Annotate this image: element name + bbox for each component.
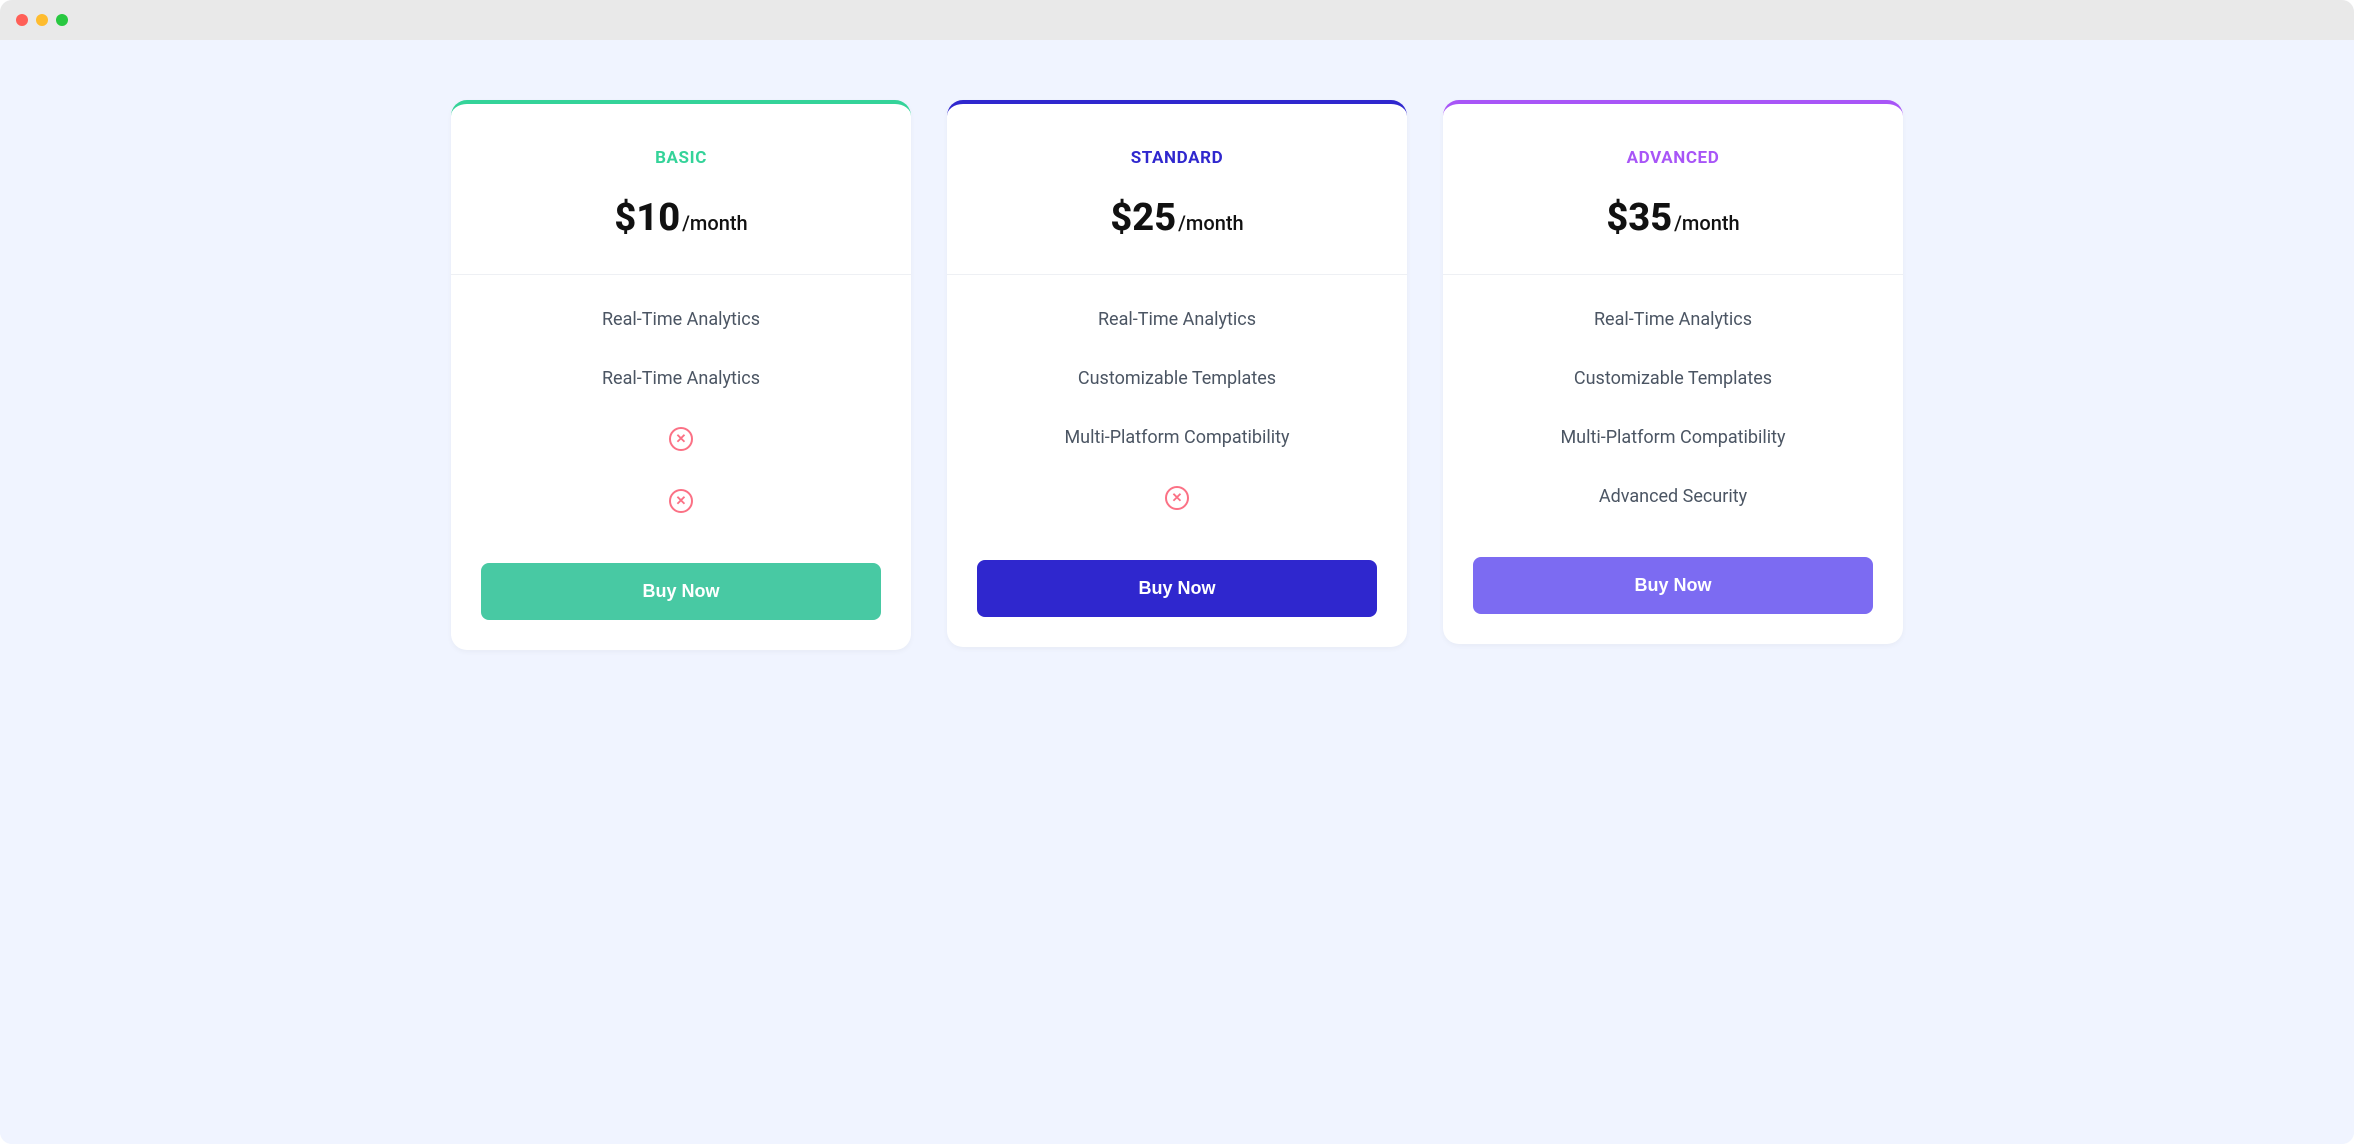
price-line: $10/month [471, 196, 891, 240]
pricing-card-advanced: ADVANCED $35/month Real-Time Analytics Cust… [1443, 100, 1903, 644]
plan-name: BASIC [471, 148, 891, 168]
features-list: Real-Time Analytics Customizable Template… [1443, 275, 1903, 507]
feature-item: Customizable Templates [977, 368, 1377, 389]
feature-item: Multi-Platform Compatibility [977, 427, 1377, 448]
card-header: ADVANCED $35/month [1443, 104, 1903, 275]
window-maximize-dot[interactable] [56, 14, 68, 26]
feature-item: Customizable Templates [1473, 368, 1873, 389]
card-header: STANDARD $25/month [947, 104, 1407, 275]
window-minimize-dot[interactable] [36, 14, 48, 26]
feature-item: Real-Time Analytics [977, 309, 1377, 330]
price-value: $10 [614, 196, 680, 240]
feature-item: Multi-Platform Compatibility [1473, 427, 1873, 448]
buy-now-button[interactable]: Buy Now [1473, 557, 1873, 614]
x-circle-icon: ✕ [1165, 486, 1189, 510]
buy-now-button[interactable]: Buy Now [481, 563, 881, 620]
price-line: $25/month [967, 196, 1387, 240]
plan-name: STANDARD [967, 148, 1387, 168]
feature-missing: ✕ [481, 427, 881, 451]
titlebar [0, 0, 2354, 40]
pricing-card-basic: BASIC$10/monthReal-Time AnalyticsReal-Ti… [451, 100, 911, 650]
window-close-dot[interactable] [16, 14, 28, 26]
buy-now-button[interactable]: Buy Now [977, 560, 1377, 617]
card-footer: Buy Now [947, 510, 1407, 647]
features-list: Real-Time Analytics Customizable Template… [947, 275, 1407, 510]
price-line: $35/month [1463, 196, 1883, 240]
feature-item: Advanced Security [1473, 486, 1873, 507]
price-value: $25 [1110, 196, 1176, 240]
feature-item: Real-Time Analytics [1473, 309, 1873, 330]
price-period: /month [1674, 211, 1739, 235]
x-circle-icon: ✕ [669, 427, 693, 451]
features-list: Real-Time Analytics Real-Time Analytics ✕ ✕ [451, 275, 911, 513]
card-footer: Buy Now [451, 513, 911, 650]
pricing-card-standard: STANDARD $25/month Real-Time Analytics Cust… [947, 100, 1407, 647]
card-footer: Buy Now [1443, 507, 1903, 644]
feature-item: Real-Time Analytics [481, 309, 881, 330]
plan-name: ADVANCED [1463, 148, 1883, 168]
feature-missing: ✕ [481, 489, 881, 513]
feature-missing: ✕ [977, 486, 1377, 510]
pricing-content: BASIC$10/monthReal-Time AnalyticsReal-Ti… [0, 40, 2354, 1144]
price-value: $35 [1606, 196, 1672, 240]
app-window: BASIC$10/monthReal-Time AnalyticsReal-Ti… [0, 0, 2354, 1144]
price-period: /month [1178, 211, 1243, 235]
x-circle-icon: ✕ [669, 489, 693, 513]
feature-item: Real-Time Analytics [481, 368, 881, 389]
price-period: /month [682, 211, 747, 235]
card-header: BASIC $10/month [451, 104, 911, 275]
